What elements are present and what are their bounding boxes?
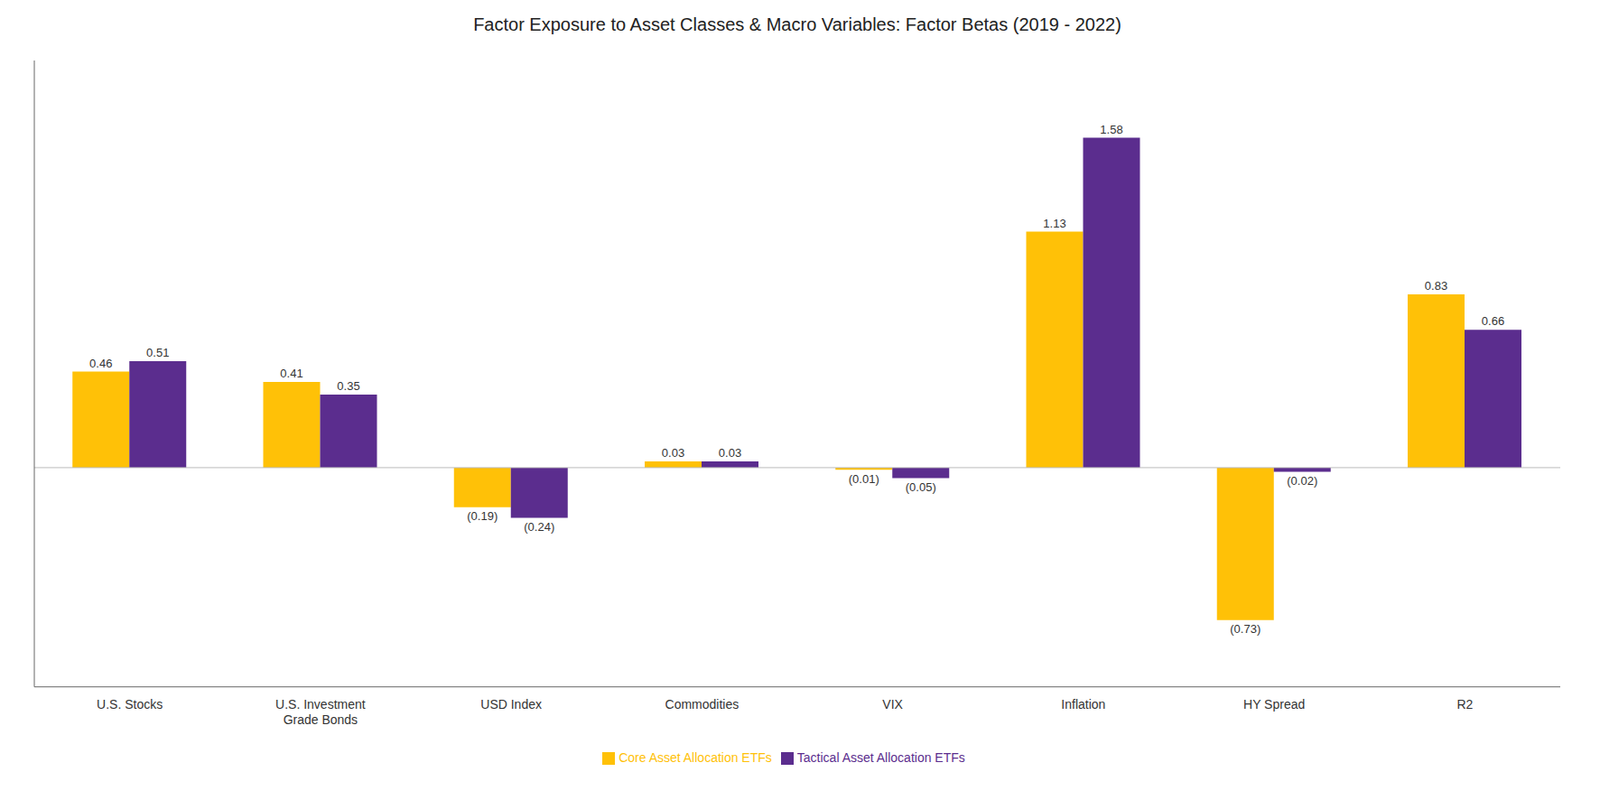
svg-text:(0.24): (0.24) [523, 520, 555, 534]
svg-text:0.03: 0.03 [661, 446, 685, 460]
svg-text:(0.05): (0.05) [905, 480, 937, 494]
svg-text:HY Spread: HY Spread [1243, 697, 1305, 712]
svg-text:VIX: VIX [882, 697, 903, 712]
svg-text:1.13: 1.13 [1042, 216, 1066, 231]
svg-text:(0.02): (0.02) [1286, 474, 1318, 488]
svg-text:0.66: 0.66 [1481, 314, 1505, 328]
svg-text:(0.19): (0.19) [466, 509, 498, 523]
svg-text:0.41: 0.41 [279, 366, 303, 381]
svg-text:0.83: 0.83 [1424, 279, 1448, 293]
svg-text:1.58: 1.58 [1099, 122, 1123, 137]
svg-text:U.S. InvestmentGrade Bonds: U.S. InvestmentGrade Bonds [275, 697, 366, 727]
svg-text:Commodities: Commodities [665, 697, 740, 712]
svg-text:USD Index: USD Index [480, 697, 542, 712]
svg-text:0.46: 0.46 [89, 356, 112, 371]
svg-text:R2: R2 [1456, 697, 1473, 712]
svg-text:U.S. Stocks: U.S. Stocks [96, 697, 163, 712]
svg-text:(0.73): (0.73) [1229, 622, 1261, 636]
html-text:Tactical Asset Allocation ETFs: Tactical Asset Allocation ETFs [797, 750, 966, 765]
svg-text:0.51: 0.51 [146, 345, 169, 360]
svg-text:(0.01): (0.01) [848, 472, 880, 486]
html-text:Core Asset Allocation ETFs: Core Asset Allocation ETFs [618, 750, 772, 765]
svg-text:0.03: 0.03 [718, 446, 742, 460]
svg-text:0.35: 0.35 [336, 379, 360, 393]
svg-text:Inflation: Inflation [1060, 697, 1106, 712]
html-text:Factor Exposure to Asset Class: Factor Exposure to Asset Classes & Macro… [473, 14, 1122, 35]
